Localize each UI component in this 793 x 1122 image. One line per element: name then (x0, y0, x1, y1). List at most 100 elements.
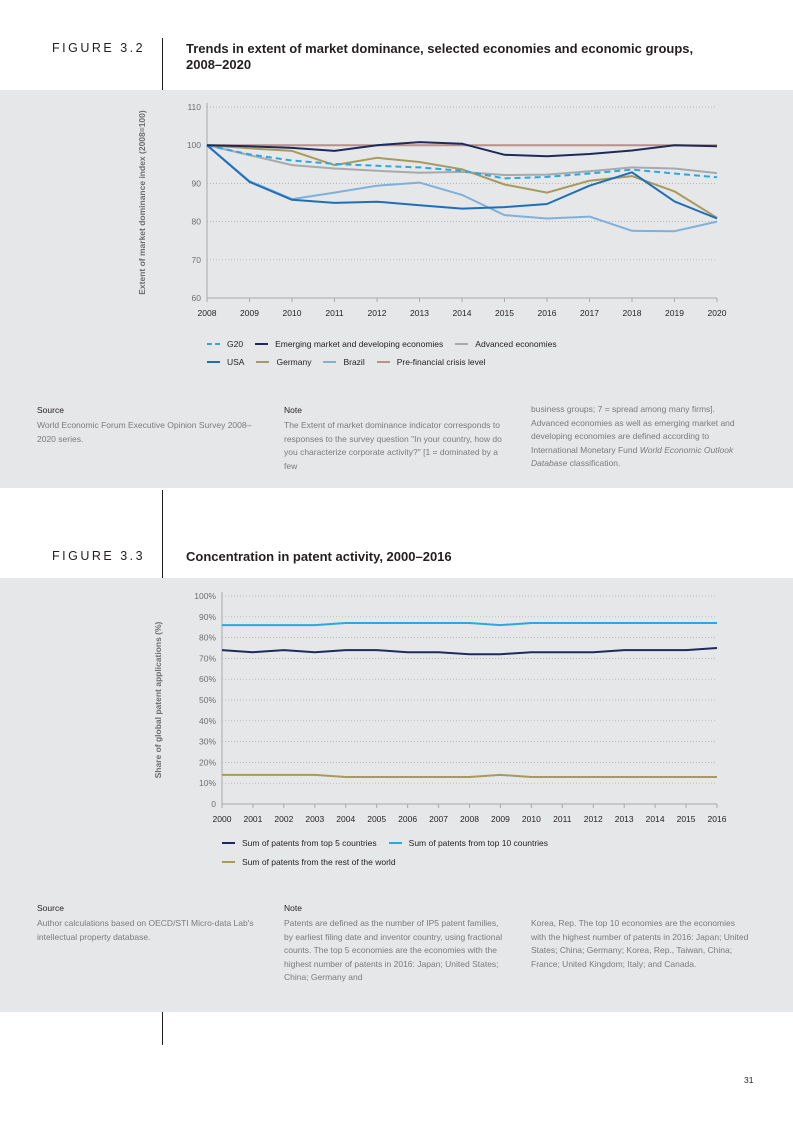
note-text-continued: Korea, Rep. The top 10 economies are the… (531, 918, 749, 969)
source-heading: Source (37, 405, 64, 415)
x-tick-label: 2014 (453, 308, 472, 318)
series-line-usa (206, 144, 718, 220)
legend-swatch (222, 842, 235, 844)
x-tick-label: 2005 (367, 814, 386, 824)
x-tick-label: 2019 (665, 308, 684, 318)
y-tick-label: 80 (192, 217, 202, 227)
x-tick-label: 2009 (240, 308, 259, 318)
x-tick-label: 2013 (410, 308, 429, 318)
series-line-brazil (206, 144, 718, 233)
x-tick-label: 2008 (460, 814, 479, 824)
legend-item: G20 (207, 339, 243, 349)
y-tick-label: 50% (199, 695, 216, 705)
source-heading: Source (37, 903, 64, 913)
legend-swatch (376, 361, 390, 363)
y-tick-label: 110 (187, 102, 201, 112)
x-tick-label: 2016 (708, 814, 727, 824)
x-tick-label: 2018 (623, 308, 642, 318)
y-tick-label: 100% (194, 591, 216, 601)
legend-label: Pre-financial crisis level (396, 357, 486, 367)
divider-line (162, 490, 163, 578)
x-tick-label: 2012 (368, 308, 387, 318)
y-tick-label: 100 (187, 140, 201, 150)
y-axis-label: Share of global patent applications (%) (153, 621, 163, 778)
legend-item: Sum of patents from top 10 countries (388, 838, 549, 848)
y-tick-label: 0 (211, 799, 216, 809)
figure-label: FIGURE 3.3 (52, 549, 146, 563)
note-text-italic: World Economic Outlook Database (531, 444, 734, 469)
x-tick-label: 2020 (708, 308, 727, 318)
legend-swatch (323, 361, 337, 363)
note-text-part: classification. (567, 458, 621, 468)
note-text: Patents are defined as the number of IP5… (284, 918, 503, 982)
legend-item: Sum of patents from top 5 countries (222, 838, 377, 848)
note-heading: Note (284, 903, 302, 913)
x-tick-label: 2016 (538, 308, 557, 318)
legend-item: Brazil (323, 357, 365, 367)
series-line-emerging-market-and-developing-economies (206, 141, 718, 158)
y-tick-label: 70% (199, 653, 216, 663)
x-tick-label: 2015 (677, 814, 696, 824)
y-tick-label: 40% (199, 716, 216, 726)
source-text: World Economic Forum Executive Opinion S… (37, 420, 252, 444)
figure-title: Concentration in patent activity, 2000–2… (186, 549, 452, 564)
x-tick-label: 2010 (283, 308, 302, 318)
x-tick-label: 2015 (495, 308, 514, 318)
source-text: Author calculations based on OECD/STI Mi… (37, 918, 254, 942)
legend-item: Pre-financial crisis level (376, 357, 486, 367)
y-tick-label: 90 (192, 178, 202, 188)
legend-label: USA (227, 357, 245, 367)
y-tick-label: 30% (199, 737, 216, 747)
legend-label: Germany (276, 357, 312, 367)
x-tick-label: 2008 (198, 308, 217, 318)
legend-swatch (255, 343, 269, 345)
legend-item: Sum of patents from the rest of the worl… (222, 857, 396, 867)
x-tick-label: 2003 (305, 814, 324, 824)
series-line-germany (206, 144, 718, 219)
legend-swatch (207, 343, 220, 345)
x-tick-label: 2006 (398, 814, 417, 824)
legend-swatch (222, 861, 235, 863)
legend-label: Sum of patents from top 10 countries (408, 838, 549, 848)
note-heading: Note (284, 405, 302, 415)
legend-label: Sum of patents from the rest of the worl… (242, 857, 396, 867)
legend-row: Sum of patents from top 5 countries Sum o… (222, 838, 560, 848)
legend-label: Advanced economies (475, 339, 557, 349)
note-text-part: business groups; 7 = spread among many f… (531, 404, 735, 455)
legend-label: G20 (227, 339, 244, 349)
figure-3-2-panel (0, 90, 793, 488)
market-dominance-chart: 60 70 80 90 100 110 2008 2009 2010 2011 2012 2013 20… (137, 102, 727, 318)
y-tick-label: 90% (199, 612, 216, 622)
patent-concentration-chart: 0 10% 20% 30% 40% 50% 60% 70% 80% 90% 100% 2000 2001… (153, 591, 727, 824)
divider-line (162, 1012, 163, 1045)
x-tick-label: 2013 (615, 814, 634, 824)
legend-row: USA Germany Brazil Pre-financial crisis lev… (207, 357, 498, 367)
x-tick-label: 2000 (213, 814, 232, 824)
series-line-sum-of-patents-from-top-10-countries (222, 622, 717, 627)
legend-label: Brazil (343, 357, 365, 367)
x-tick-label: 2010 (522, 814, 541, 824)
y-tick-label: 20% (199, 757, 216, 767)
y-tick-label: 80% (199, 633, 216, 643)
legend-swatch (256, 361, 270, 363)
x-tick-label: 2001 (243, 814, 262, 824)
x-tick-label: 2002 (274, 814, 293, 824)
x-tick-label: 2014 (646, 814, 665, 824)
x-tick-label: 2009 (491, 814, 510, 824)
y-tick-label: 70 (192, 255, 202, 265)
note-text: The Extent of market dominance indicator… (284, 420, 502, 471)
note-text-continued: business groups; 7 = spread among many f… (531, 403, 751, 471)
y-tick-label: 60 (192, 293, 202, 303)
legend-row: G20 Emerging market and developing econom… (207, 339, 569, 349)
legend-item: Emerging market and developing economies (255, 339, 443, 349)
x-tick-label: 2007 (429, 814, 448, 824)
legend-row: Sum of patents from the rest of the worl… (222, 857, 408, 867)
x-tick-label: 2017 (580, 308, 599, 318)
divider-line (162, 38, 163, 90)
legend-swatch (207, 361, 220, 363)
legend-item: Advanced economies (455, 339, 557, 349)
x-tick-label: 2004 (336, 814, 355, 824)
legend-label: Sum of patents from top 5 countries (242, 838, 377, 848)
x-tick-label: 2012 (584, 814, 603, 824)
legend-label: Emerging market and developing economies (275, 339, 444, 349)
